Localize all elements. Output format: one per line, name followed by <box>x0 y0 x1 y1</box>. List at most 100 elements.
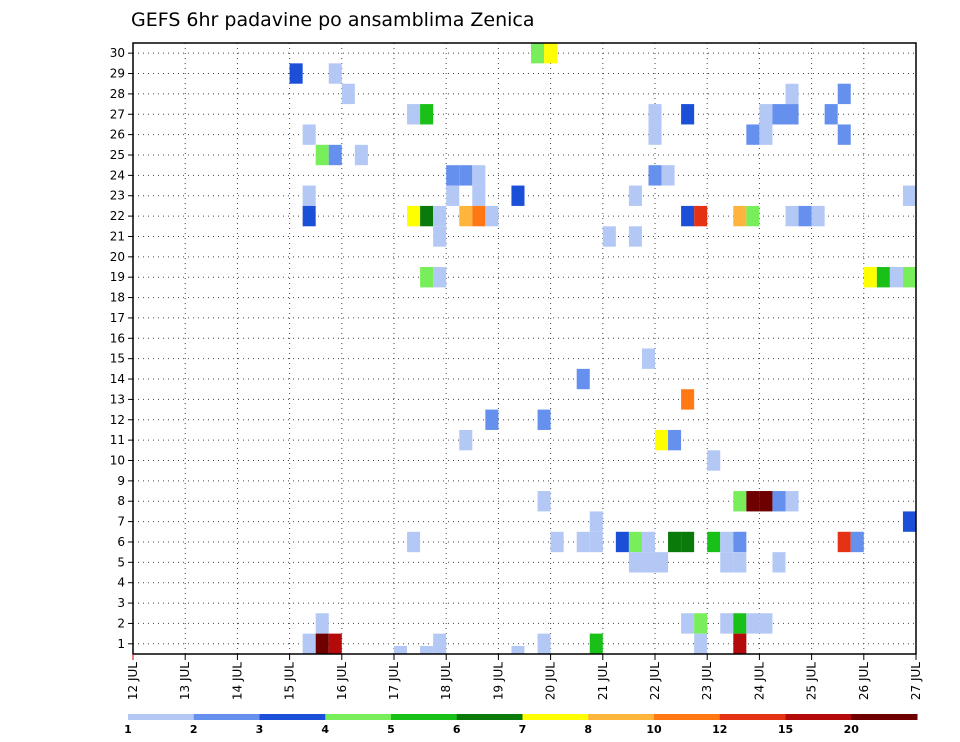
colorbar-swatch <box>259 714 326 720</box>
heatmap-cell <box>511 185 525 206</box>
heatmap-cells <box>289 42 916 654</box>
y-tick-label: 29 <box>110 67 125 81</box>
heatmap-cell <box>902 511 916 532</box>
heatmap-cell <box>902 185 916 206</box>
y-tick-label: 4 <box>117 576 125 590</box>
heatmap-cell <box>785 205 799 227</box>
y-tick-label: 9 <box>117 474 125 488</box>
grid-lines <box>133 43 916 654</box>
heatmap-cell <box>759 491 773 512</box>
heatmap-cell <box>537 409 551 430</box>
y-tick-label: 11 <box>110 433 125 447</box>
heatmap-cell <box>720 552 734 573</box>
heatmap-cell <box>707 450 721 471</box>
heatmap-cell <box>459 205 473 227</box>
y-tick-label: 10 <box>110 454 125 468</box>
heatmap-cell <box>628 226 642 247</box>
heatmap-cell <box>759 124 773 145</box>
y-tick-label: 23 <box>110 189 125 203</box>
heatmap-cell <box>341 83 355 105</box>
heatmap-cell <box>837 531 851 553</box>
colorbar-swatch <box>654 714 721 720</box>
y-tick-label: 21 <box>110 229 125 243</box>
heatmap-cell <box>668 429 682 451</box>
heatmap-cell <box>733 491 747 512</box>
heatmap-cell <box>628 185 642 206</box>
y-tick-label: 14 <box>110 372 125 386</box>
heatmap-cell <box>472 165 486 186</box>
y-tick-label: 1 <box>117 637 125 651</box>
colorbar-legend: 1 2 3 4 5 6 7 8 10 12 15 20 <box>124 714 918 736</box>
y-tick-label: 20 <box>110 250 125 264</box>
heatmap-cell <box>648 124 662 145</box>
heatmap-cell <box>641 348 655 369</box>
heatmap-cell <box>733 552 747 573</box>
colorbar-swatch <box>391 714 458 720</box>
heatmap-cell <box>889 267 903 288</box>
heatmap-cell <box>394 646 408 654</box>
heatmap-cell <box>446 165 460 186</box>
heatmap-cell <box>648 165 662 186</box>
heatmap-cell <box>420 267 434 288</box>
colorbar-swatch <box>719 714 786 720</box>
y-tick-label: 19 <box>110 270 125 284</box>
x-tick-label: 17 JUL <box>387 662 401 700</box>
y-tick-label: 13 <box>110 392 125 406</box>
y-tick-label: 27 <box>110 107 125 121</box>
colorbar-swatch <box>128 714 195 720</box>
heatmap-cell <box>733 205 747 227</box>
heatmap-cell <box>824 104 838 125</box>
colorbar-label: 7 <box>519 723 527 736</box>
heatmap-cell <box>576 368 590 390</box>
heatmap-cell <box>302 633 316 654</box>
heatmap-cell <box>733 613 747 634</box>
y-tick-label: 28 <box>110 87 125 101</box>
heatmap-cell <box>407 205 421 227</box>
y-tick-label: 18 <box>110 291 125 305</box>
heatmap-cell <box>628 531 642 553</box>
heatmap-cell <box>289 63 303 84</box>
heatmap-cell <box>694 205 708 227</box>
heatmap-cell <box>407 104 421 125</box>
heatmap-cell <box>589 531 603 553</box>
x-tick-label: 21 JUL <box>596 662 610 700</box>
heatmap-cell <box>315 144 329 166</box>
heatmap-cell <box>759 613 773 634</box>
heatmap-cell <box>837 124 851 145</box>
colorbar-label: 12 <box>712 723 727 736</box>
colorbar-swatch <box>522 714 589 720</box>
heatmap-cell <box>785 491 799 512</box>
heatmap-cell <box>544 42 558 64</box>
heatmap-cell <box>315 613 329 634</box>
heatmap-cell <box>694 633 708 654</box>
y-tick-label: 24 <box>110 168 125 182</box>
colorbar-swatch <box>193 714 260 720</box>
heatmap-cell <box>641 552 655 573</box>
heatmap-cell <box>785 83 799 105</box>
heatmap-cell <box>446 185 460 206</box>
colorbar-label: 5 <box>387 723 395 736</box>
heatmap-cell <box>537 633 551 654</box>
x-tick-label: 16 JUL <box>335 662 349 700</box>
y-axis-ticks: 1234567891011121314151617181920212223242… <box>110 46 133 651</box>
heatmap-cell <box>433 633 447 654</box>
x-tick-label: 25 JUL <box>805 662 819 700</box>
y-tick-label: 12 <box>110 413 125 427</box>
heatmap-cell <box>648 104 662 125</box>
heatmap-cell <box>576 531 590 553</box>
heatmap-cell <box>785 104 799 125</box>
colorbar-label: 1 <box>124 723 132 736</box>
heatmap-cell <box>420 646 434 654</box>
colorbar-label: 2 <box>190 723 198 736</box>
heatmap-cell <box>589 511 603 532</box>
heatmap-cell <box>668 531 682 553</box>
heatmap-cell <box>472 205 486 227</box>
heatmap-cell <box>602 226 616 247</box>
heatmap-cell <box>681 613 695 634</box>
heatmap-cell <box>615 531 629 553</box>
heatmap-cell <box>681 389 695 410</box>
x-tick-label: 23 JUL <box>700 662 714 700</box>
x-tick-label: 12 JUL <box>126 662 140 700</box>
heatmap-cell <box>681 205 695 227</box>
colorbar-label: 8 <box>584 723 592 736</box>
